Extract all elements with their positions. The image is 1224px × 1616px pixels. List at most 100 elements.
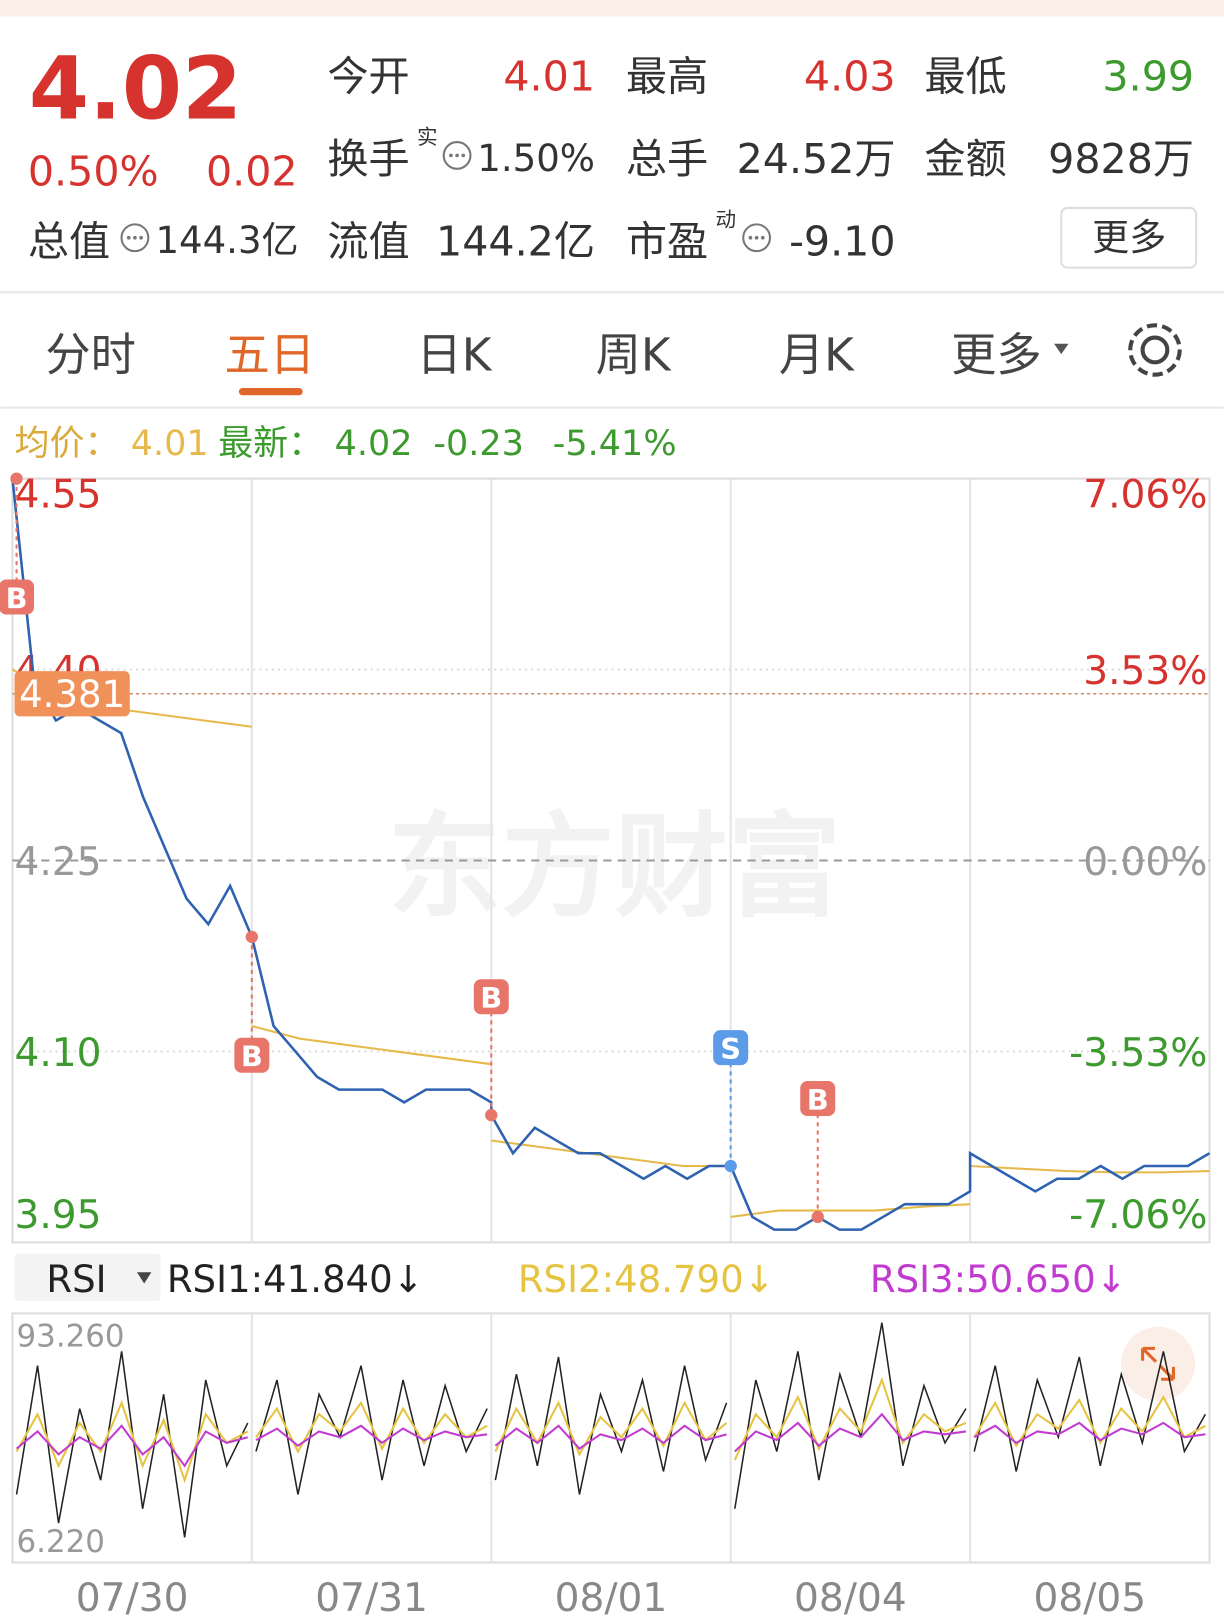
field-label: 流值 [327, 217, 409, 265]
quote-fields: 今开 4.01 最高 4.03 最低 3.99 换手 实 1.50% 总手 24… [28, 53, 1194, 266]
tab[interactable]: 周K [596, 329, 672, 382]
y-tick-label: 3.95 [14, 1193, 101, 1238]
indicator-selector[interactable] [14, 1253, 161, 1302]
rsi-line [734, 1322, 967, 1509]
change-pct: 0.50% [28, 147, 159, 195]
marker-dot [10, 472, 23, 485]
rsi-line [494, 1356, 728, 1495]
field-value: 144.3亿 [155, 219, 298, 262]
marker-tag-label: B [480, 981, 502, 1015]
y2-tick-label: 7.06% [1083, 472, 1207, 517]
marker-tag [0, 579, 35, 615]
watermark: 东方财富 [388, 801, 841, 933]
field-label: 最低 [924, 53, 1006, 101]
field-label: 总值 [28, 217, 110, 265]
y2-tick-label: 0.00% [1083, 840, 1207, 885]
marker-tag [800, 1081, 836, 1117]
marker-tag [473, 979, 509, 1015]
tab[interactable]: 更多 [951, 329, 1042, 382]
marker-dot [811, 1210, 824, 1224]
marker-dot [485, 1108, 498, 1122]
rsi-line [494, 1424, 727, 1450]
rsi-frame [11, 1312, 1211, 1564]
field-value: 1.50% [477, 137, 595, 180]
rsi-line [733, 1377, 967, 1461]
marker-dot [724, 1159, 737, 1173]
x-tick-label: 08/05 [1033, 1576, 1146, 1616]
y2-tick-label: 3.53% [1083, 649, 1207, 694]
field-value: 4.01 [503, 53, 595, 101]
rsi-line [973, 1351, 1207, 1472]
field-label: 总手 [626, 135, 708, 183]
change: 0.02 [206, 147, 298, 195]
field-sup: 动 [715, 207, 736, 231]
tab[interactable]: 分时 [45, 329, 136, 382]
tabs: 分时 五日 日K 周K 月K 更多 [45, 323, 1182, 396]
rsi-line [255, 1400, 488, 1454]
dropdown-arrow[interactable] [136, 1272, 152, 1284]
top-strip [0, 0, 1224, 17]
field-value: -9.10 [789, 217, 896, 265]
rsi-line [973, 1421, 1206, 1445]
field-value: 144.2亿 [436, 217, 595, 265]
x-tick-label: 08/01 [555, 1576, 668, 1616]
x-tick-label: 08/04 [794, 1576, 907, 1616]
field-sup: 实 [417, 125, 438, 149]
reference-tag-label: 4.381 [19, 673, 125, 716]
legend-entry: RSI1:41.840↓ [167, 1258, 424, 1301]
field-label: 市盈 [626, 217, 708, 265]
latest-value: 4.02 [335, 424, 413, 464]
field-value: 9828万 [1048, 135, 1194, 183]
tab-active[interactable]: 五日 [224, 329, 315, 382]
settings-icon[interactable] [1128, 323, 1182, 377]
rsi-line [15, 1399, 249, 1484]
field-label: 今开 [327, 53, 409, 101]
marker-tag-label: B [807, 1083, 829, 1117]
y-tick-label: 4.10 [14, 1031, 101, 1076]
info-icon [120, 223, 150, 253]
field-value: 4.03 [804, 53, 896, 101]
marker-tag [234, 1037, 270, 1073]
charts: 4.554.404.254.103.957.06%3.53%0.00%-3.53… [0, 472, 1211, 1616]
info-icon [442, 141, 472, 170]
y-tick-label: 93.260 [17, 1318, 125, 1354]
rsi-line [15, 1424, 248, 1468]
expand-icon[interactable] [1120, 1326, 1196, 1401]
field-label: 最高 [626, 53, 708, 101]
avg-line [251, 1025, 492, 1066]
field-value: 24.52万 [737, 135, 896, 183]
y-tick-label: 4.25 [14, 840, 101, 885]
marker-tag-label: B [241, 1040, 263, 1074]
dropdown-arrow[interactable] [1054, 343, 1069, 355]
avg-value: 4.01 [131, 424, 209, 464]
marker-dot [245, 930, 259, 944]
avg-label: 均价： [14, 424, 119, 464]
legend-entry: RSI3:50.650↓ [870, 1258, 1127, 1301]
price: 4.02 [29, 39, 242, 139]
price-line [11, 478, 1211, 1231]
rsi-line [973, 1395, 1206, 1448]
x-tick-label: 07/30 [76, 1576, 189, 1616]
tab[interactable]: 月K [779, 329, 855, 382]
field-value: 3.99 [1102, 53, 1194, 101]
tab-underline [238, 388, 303, 396]
rsi-line [15, 1351, 249, 1538]
y2-tick-label: -7.06% [1069, 1193, 1207, 1238]
more-button[interactable] [1060, 206, 1198, 269]
info-icon [742, 223, 772, 253]
marker-tag [713, 1030, 749, 1066]
y-tick-label: 4.55 [14, 472, 101, 517]
tab[interactable]: 日K [417, 329, 493, 382]
rsi-line [255, 1365, 488, 1495]
rsi-line [494, 1400, 728, 1457]
field-label: 换手 [327, 135, 409, 183]
info-row: 均价： 4.01 最新： 4.02 -0.23 -5.41% [14, 424, 676, 464]
reference-tag [14, 671, 130, 717]
rsi-line [255, 1424, 488, 1448]
indicator-selector-label[interactable]: RSI [46, 1258, 106, 1301]
latest-change: -0.23 [433, 424, 524, 464]
more-button-label[interactable]: 更多 [1092, 216, 1166, 259]
rsi-line [734, 1412, 967, 1453]
